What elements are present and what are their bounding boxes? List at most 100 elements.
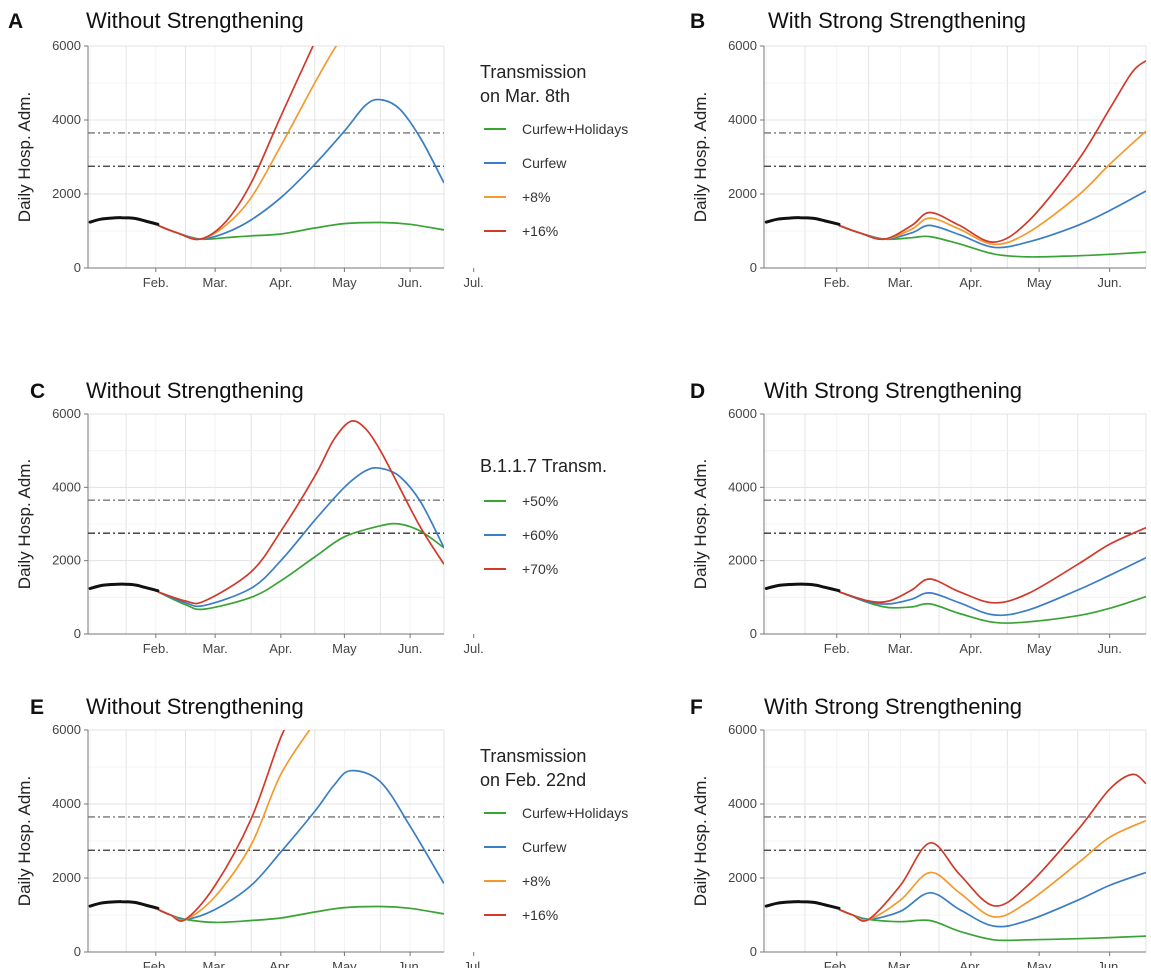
series-line <box>838 60 1146 243</box>
panel-title: Without Strengthening <box>86 8 304 33</box>
x-tick-label: Jun. <box>398 275 423 290</box>
series-line <box>157 730 286 922</box>
x-tick-label: Jul. <box>464 275 484 290</box>
y-tick-label: 4000 <box>728 112 757 127</box>
panel-letter: C <box>30 380 45 403</box>
y-tick-label: 6000 <box>52 38 81 53</box>
y-tick-label: 4000 <box>52 479 81 494</box>
grid <box>764 45 1147 269</box>
x-tick-label: Mar. <box>202 959 227 968</box>
grid <box>764 729 1147 953</box>
x-tick-label: May <box>332 959 357 968</box>
panel-title: Without Strengthening <box>86 378 304 403</box>
legend-item-label: +8% <box>522 873 550 889</box>
x-tick-label: Jul. <box>464 641 484 656</box>
legend-item-label: Curfew+Holidays <box>522 121 628 137</box>
x-tick-label: Apr. <box>959 275 982 290</box>
y-tick-label: 0 <box>750 260 757 275</box>
x-tick-label: May <box>1027 275 1052 290</box>
x-tick-label: Feb. <box>143 641 169 656</box>
x-tick-label: Mar. <box>202 641 227 656</box>
series-line <box>157 466 444 608</box>
y-tick-label: 4000 <box>52 112 81 127</box>
y-tick-label: 4000 <box>52 796 81 811</box>
series-line <box>157 46 314 241</box>
series-line <box>838 591 1146 624</box>
y-tick-label: 4000 <box>728 796 757 811</box>
panel-letter: B <box>690 10 705 33</box>
panel-letter: E <box>30 696 44 719</box>
grid <box>88 729 445 953</box>
y-tick-label: 6000 <box>728 406 757 421</box>
legend: B.1.1.7 Transm. +50% +60% +70% <box>480 456 607 577</box>
legend-item-label: Curfew <box>522 155 567 171</box>
legend-title: Transmission <box>480 746 586 766</box>
panel-d: D With Strong Strengthening 0 2000 4000 6000 F… <box>690 378 1147 656</box>
x-tick-label: May <box>1027 959 1052 968</box>
legend-item-label: Curfew <box>522 839 567 855</box>
y-tick-label: 6000 <box>728 722 757 737</box>
y-tick-label: 2000 <box>728 553 757 568</box>
y-tick-label: 0 <box>74 626 81 641</box>
observed-line <box>764 900 841 910</box>
legend-item-label: +60% <box>522 527 558 543</box>
panel-f: F With Strong Strengthening 0 2000 4000 6000 F… <box>690 694 1147 968</box>
panel-letter: F <box>690 696 703 719</box>
y-tick-label: 0 <box>750 626 757 641</box>
observed-line <box>88 582 160 593</box>
x-tick-label: May <box>332 275 357 290</box>
x-tick-label: Mar. <box>888 275 913 290</box>
series-line <box>157 420 444 605</box>
y-tick-label: 2000 <box>52 870 81 885</box>
x-tick-label: Mar. <box>202 275 227 290</box>
y-tick-label: 2000 <box>728 186 757 201</box>
y-tick-label: 6000 <box>52 406 81 421</box>
x-tick-label: Jun. <box>1097 641 1122 656</box>
legend-item-label: +50% <box>522 493 558 509</box>
y-tick-label: 2000 <box>728 870 757 885</box>
legend: Transmission on Mar. 8th Curfew+Holidays Cu… <box>480 62 628 239</box>
x-tick-label: Jun. <box>1097 275 1122 290</box>
y-tick-label: 4000 <box>728 479 757 494</box>
series-line <box>157 769 444 921</box>
x-tick-label: Feb. <box>824 959 850 968</box>
series-line <box>838 526 1146 604</box>
observed-line <box>88 900 160 910</box>
x-tick-label: May <box>1027 641 1052 656</box>
x-tick-label: Jul. <box>464 959 484 968</box>
legend-title-cont: on Feb. 22nd <box>480 770 586 790</box>
y-axis-title: Daily Hosp. Adm. <box>691 92 710 222</box>
x-tick-label: Mar. <box>888 641 913 656</box>
series-line <box>157 730 311 922</box>
legend-item-label: Curfew+Holidays <box>522 805 628 821</box>
y-axis-title: Daily Hosp. Adm. <box>15 92 34 222</box>
panel-letter: D <box>690 380 705 403</box>
x-tick-label: Apr. <box>269 275 292 290</box>
panel-title: With Strong Strengthening <box>764 378 1022 403</box>
series-line <box>838 773 1146 922</box>
panel-title: Without Strengthening <box>86 694 304 719</box>
x-tick-label: Apr. <box>269 959 292 968</box>
panel-a: A Without Strengthening 0 2000 4000 6000 Feb. M… <box>8 8 628 290</box>
panel-e: E Without Strengthening 0 2000 4000 6000 Feb. M… <box>15 694 628 968</box>
x-tick-label: Feb. <box>824 641 850 656</box>
series-line <box>838 819 1146 921</box>
legend-item-label: +8% <box>522 189 550 205</box>
x-tick-label: Feb. <box>143 275 169 290</box>
observed-line <box>764 582 841 593</box>
grid <box>88 413 445 635</box>
panel-title: With Strong Strengthening <box>768 8 1026 33</box>
x-tick-label: Jun. <box>398 959 423 968</box>
series-line <box>838 130 1146 246</box>
x-tick-label: Mar. <box>888 959 913 968</box>
series-line <box>157 522 444 611</box>
legend-title-cont: on Mar. 8th <box>480 86 570 106</box>
panel-title: With Strong Strengthening <box>764 694 1022 719</box>
x-tick-label: Apr. <box>959 641 982 656</box>
y-tick-label: 6000 <box>728 38 757 53</box>
series-line <box>838 871 1146 928</box>
legend-item-label: +70% <box>522 561 558 577</box>
x-tick-label: May <box>332 641 357 656</box>
x-tick-label: Jun. <box>1097 959 1122 968</box>
